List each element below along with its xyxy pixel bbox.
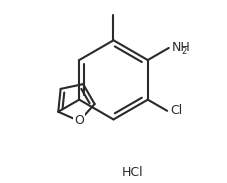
- Text: HCl: HCl: [121, 167, 143, 180]
- Text: Cl: Cl: [170, 104, 182, 117]
- Text: NH: NH: [172, 42, 191, 55]
- Text: 2: 2: [181, 47, 187, 56]
- Text: O: O: [74, 114, 84, 127]
